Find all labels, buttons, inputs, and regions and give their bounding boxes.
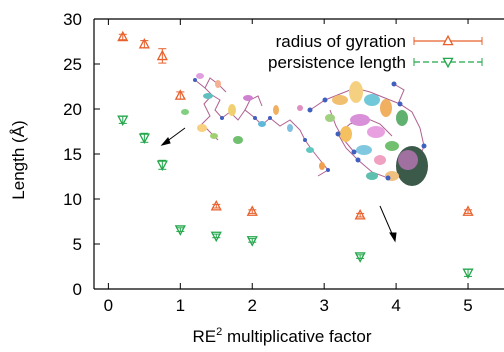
x-tick-label: 3 <box>319 296 328 315</box>
legend-marker <box>442 57 454 69</box>
data-point-persistence-length <box>246 236 258 247</box>
x-tick-label: 2 <box>248 296 257 315</box>
y-axis-label: Length (Å) <box>9 120 28 199</box>
x-tick-label: 1 <box>176 296 185 315</box>
legend: radius of gyration persistence length <box>240 24 498 74</box>
y-tick-label: 5 <box>73 235 82 254</box>
x-axis-label: RE2 multiplicative factor <box>192 326 371 346</box>
data-point-persistence-length <box>354 252 366 263</box>
data-point-persistence-length <box>174 225 186 236</box>
data-point-radius-of-gyration <box>462 205 474 216</box>
y-tick-label: 25 <box>63 55 82 74</box>
data-point-radius-of-gyration <box>138 37 150 49</box>
x-axis-label-rest: multiplicative factor <box>222 327 372 346</box>
x-axis-label-base: RE <box>192 327 216 346</box>
inset-molecule-large <box>307 81 428 186</box>
y-tick-label: 10 <box>63 190 82 209</box>
y-tick-label: 0 <box>73 280 82 299</box>
data-point-radius-of-gyration <box>210 199 222 211</box>
x-tick-label: 5 <box>463 296 472 315</box>
legend-label-0: radius of gyration <box>276 32 406 51</box>
data-point-persistence-length <box>210 231 222 243</box>
data-point-radius-of-gyration <box>246 205 258 216</box>
legend-label-1: persistence length <box>268 53 406 72</box>
x-tick-label: 0 <box>104 296 113 315</box>
data-markers <box>117 30 474 280</box>
legend-marker <box>442 34 454 46</box>
data-point-radius-of-gyration <box>156 49 168 61</box>
data-point-persistence-length <box>462 268 474 280</box>
x-axis-label-sup: 2 <box>216 326 222 338</box>
axis-ticks: 0 1 2 3 4 5 0 5 10 15 20 25 30 <box>63 10 473 315</box>
data-point-radius-of-gyration <box>354 208 366 220</box>
y-tick-label: 30 <box>63 10 82 29</box>
arrows <box>160 127 397 243</box>
y-tick-label: 15 <box>63 145 82 164</box>
data-point-persistence-length <box>156 160 168 172</box>
data-point-persistence-length <box>138 133 150 145</box>
data-point-persistence-length <box>117 115 129 127</box>
y-tick-label: 20 <box>63 100 82 119</box>
inset-molecule-small <box>181 73 330 177</box>
x-tick-label: 4 <box>391 296 400 315</box>
data-point-radius-of-gyration <box>117 30 129 42</box>
data-point-radius-of-gyration <box>174 89 186 100</box>
